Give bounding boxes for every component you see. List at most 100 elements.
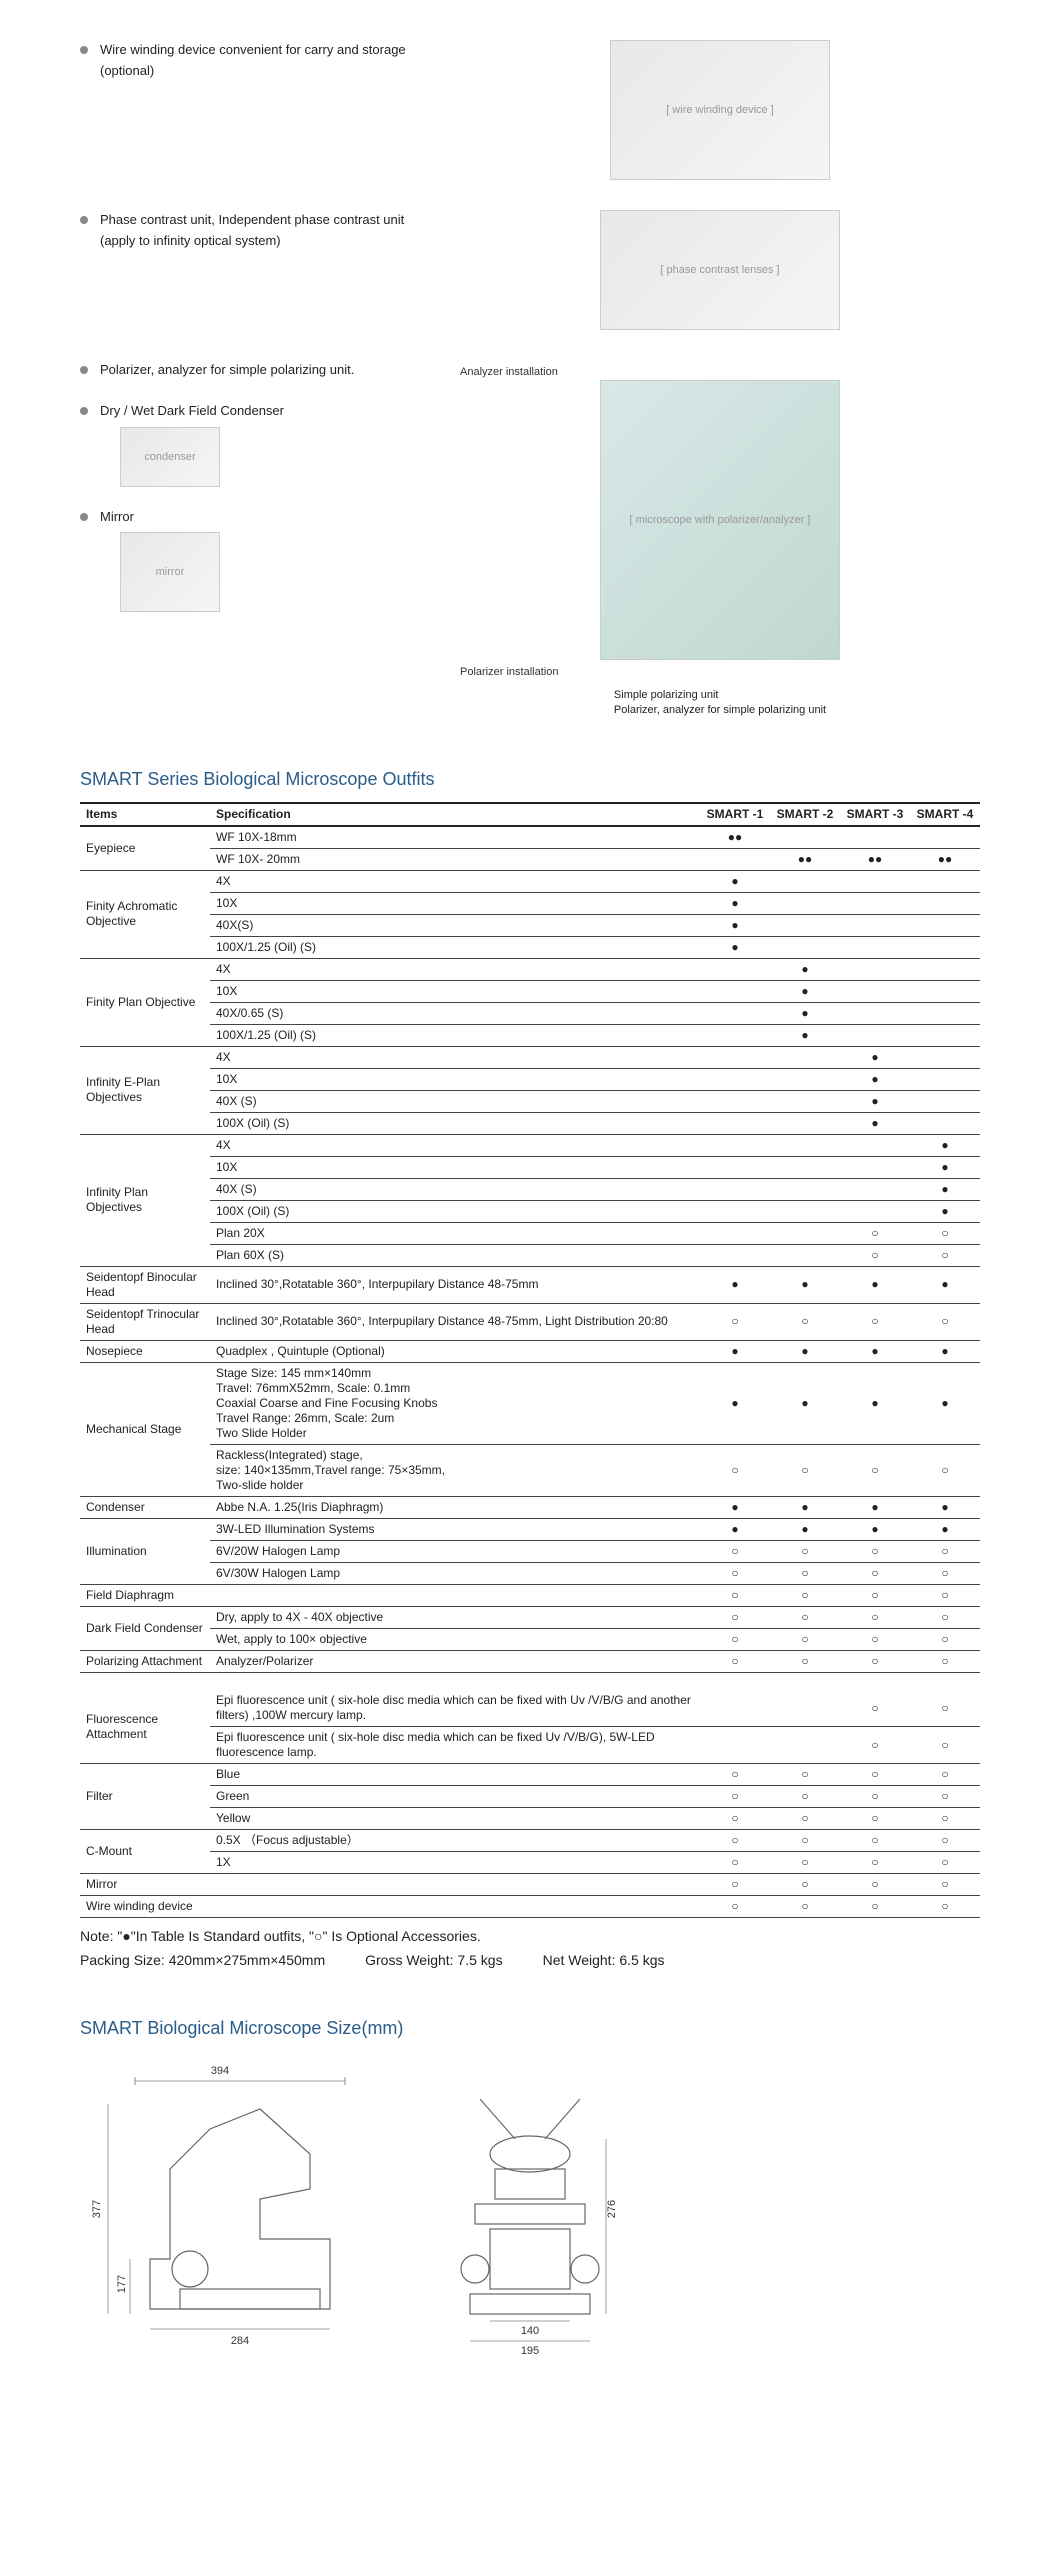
gross-weight: Gross Weight: 7.5 kgs (365, 1952, 502, 1968)
mark-cell (840, 1200, 910, 1222)
packing-info: Packing Size: 420mm×275mm×450mm Gross We… (80, 1952, 980, 1968)
condenser-image: condenser (120, 427, 220, 487)
mark-cell: ○ (910, 1606, 980, 1628)
mark-cell (910, 826, 980, 849)
mark-cell: ● (700, 1496, 770, 1518)
mark-cell (840, 1178, 910, 1200)
table-header-row: Items Specification SMART -1 SMART -2 SM… (80, 803, 980, 826)
mark-cell (910, 892, 980, 914)
spec-cell: 10X (210, 892, 700, 914)
dim-front-inner: 140 (521, 2325, 539, 2337)
mark-cell: ● (910, 1340, 980, 1362)
mark-cell: ● (910, 1134, 980, 1156)
mark-cell: ● (910, 1200, 980, 1222)
mark-cell (840, 1156, 910, 1178)
mark-cell: ●● (910, 848, 980, 870)
spec-cell: Inclined 30°,Rotatable 360°, Interpupila… (210, 1266, 700, 1303)
mark-cell (700, 1200, 770, 1222)
spec-cell: Stage Size: 145 mm×140mm Travel: 76mmX52… (210, 1362, 700, 1444)
mark-cell (840, 980, 910, 1002)
mark-cell: ○ (840, 1896, 910, 1918)
table-row: 10X● (80, 980, 980, 1002)
table-row: Plan 20X○○ (80, 1222, 980, 1244)
mark-cell: ● (700, 936, 770, 958)
mark-cell: ○ (770, 1852, 840, 1874)
polar-caption-1: Simple polarizing unit (614, 688, 826, 703)
mirror-image: mirror (120, 532, 220, 612)
mark-cell: ○ (910, 1303, 980, 1340)
mark-cell: ● (840, 1068, 910, 1090)
table-row: 6V/30W Halogen Lamp○○○○ (80, 1562, 980, 1584)
mark-cell: ● (910, 1266, 980, 1303)
mark-cell (910, 1068, 980, 1090)
item-cell: Finity Plan Objective (80, 958, 210, 1046)
mark-cell: ○ (770, 1808, 840, 1830)
mark-cell: ○ (840, 1222, 910, 1244)
item-cell: Dark Field Condenser (80, 1606, 210, 1650)
mark-cell (700, 1024, 770, 1046)
mark-cell: ○ (910, 1764, 980, 1786)
mark-cell: ● (770, 1362, 840, 1444)
item-cell: Field Diaphragm (80, 1584, 210, 1606)
mark-cell: ● (770, 1496, 840, 1518)
dim-top: 394 (211, 2065, 229, 2077)
mark-cell: ● (840, 1340, 910, 1362)
mark-cell (910, 1002, 980, 1024)
feature-text: Mirror (100, 507, 220, 528)
mark-cell (770, 1200, 840, 1222)
mark-cell (770, 1046, 840, 1068)
item-cell: Filter (80, 1764, 210, 1830)
mark-cell: ● (840, 1046, 910, 1068)
item-cell: Condenser (80, 1496, 210, 1518)
item-cell: Seidentopf Binocular Head (80, 1266, 210, 1303)
mark-cell: ○ (910, 1244, 980, 1266)
mark-cell: ○ (700, 1786, 770, 1808)
mark-cell (770, 1178, 840, 1200)
mark-cell: ○ (910, 1584, 980, 1606)
table-row: Finity Achromatic Objective4X● (80, 870, 980, 892)
dim-front-outer: 195 (521, 2345, 539, 2357)
mark-cell (840, 958, 910, 980)
mark-cell: ● (700, 1266, 770, 1303)
mark-cell (770, 826, 840, 849)
table-row: 100X (Oil) (S)● (80, 1200, 980, 1222)
mark-cell: ● (770, 1002, 840, 1024)
feature-wire-winding: Wire winding device convenient for carry… (80, 40, 980, 180)
spec-cell: Epi fluorescence unit ( six-hole disc me… (210, 1727, 700, 1764)
mark-cell: ○ (910, 1852, 980, 1874)
mark-cell (700, 1727, 770, 1764)
table-row: Infinity E-Plan Objectives4X● (80, 1046, 980, 1068)
mark-cell (770, 1068, 840, 1090)
mark-cell (700, 980, 770, 1002)
mark-cell: ○ (840, 1562, 910, 1584)
item-cell: Seidentopf Trinocular Head (80, 1303, 210, 1340)
feature-phase-contrast: Phase contrast unit, Independent phase c… (80, 210, 980, 330)
table-row: 40X(S)● (80, 914, 980, 936)
mark-cell: ○ (770, 1584, 840, 1606)
mark-cell: ○ (700, 1444, 770, 1496)
mark-cell: ○ (700, 1584, 770, 1606)
mark-cell: ○ (910, 1727, 980, 1764)
mark-cell: ○ (840, 1852, 910, 1874)
item-cell: Infinity Plan Objectives (80, 1134, 210, 1266)
item-cell: Nosepiece (80, 1340, 210, 1362)
mark-cell (700, 1178, 770, 1200)
feature-text: Phase contrast unit, Independent phase c… (100, 210, 440, 252)
spec-cell: Analyzer/Polarizer (210, 1650, 700, 1672)
mark-cell: ○ (770, 1444, 840, 1496)
mark-cell (840, 914, 910, 936)
dim-front-h: 276 (606, 2200, 618, 2218)
mark-cell: ○ (910, 1562, 980, 1584)
mark-cell (700, 1112, 770, 1134)
polarizer-diagram: Analyzer installation [ microscope with … (460, 360, 980, 719)
table-row: 100X (Oil) (S)● (80, 1112, 980, 1134)
size-diagrams: 394 377 177 284 276 (80, 2059, 980, 2359)
dim-left-h: 377 (91, 2200, 103, 2218)
table-row: Epi fluorescence unit ( six-hole disc me… (80, 1727, 980, 1764)
spec-cell: Rackless(Integrated) stage, size: 140×13… (210, 1444, 700, 1496)
item-cell: Infinity E-Plan Objectives (80, 1046, 210, 1134)
table-row: 40X (S)● (80, 1178, 980, 1200)
table-row: Rackless(Integrated) stage, size: 140×13… (80, 1444, 980, 1496)
th-smart3: SMART -3 (840, 803, 910, 826)
mark-cell: ○ (700, 1852, 770, 1874)
